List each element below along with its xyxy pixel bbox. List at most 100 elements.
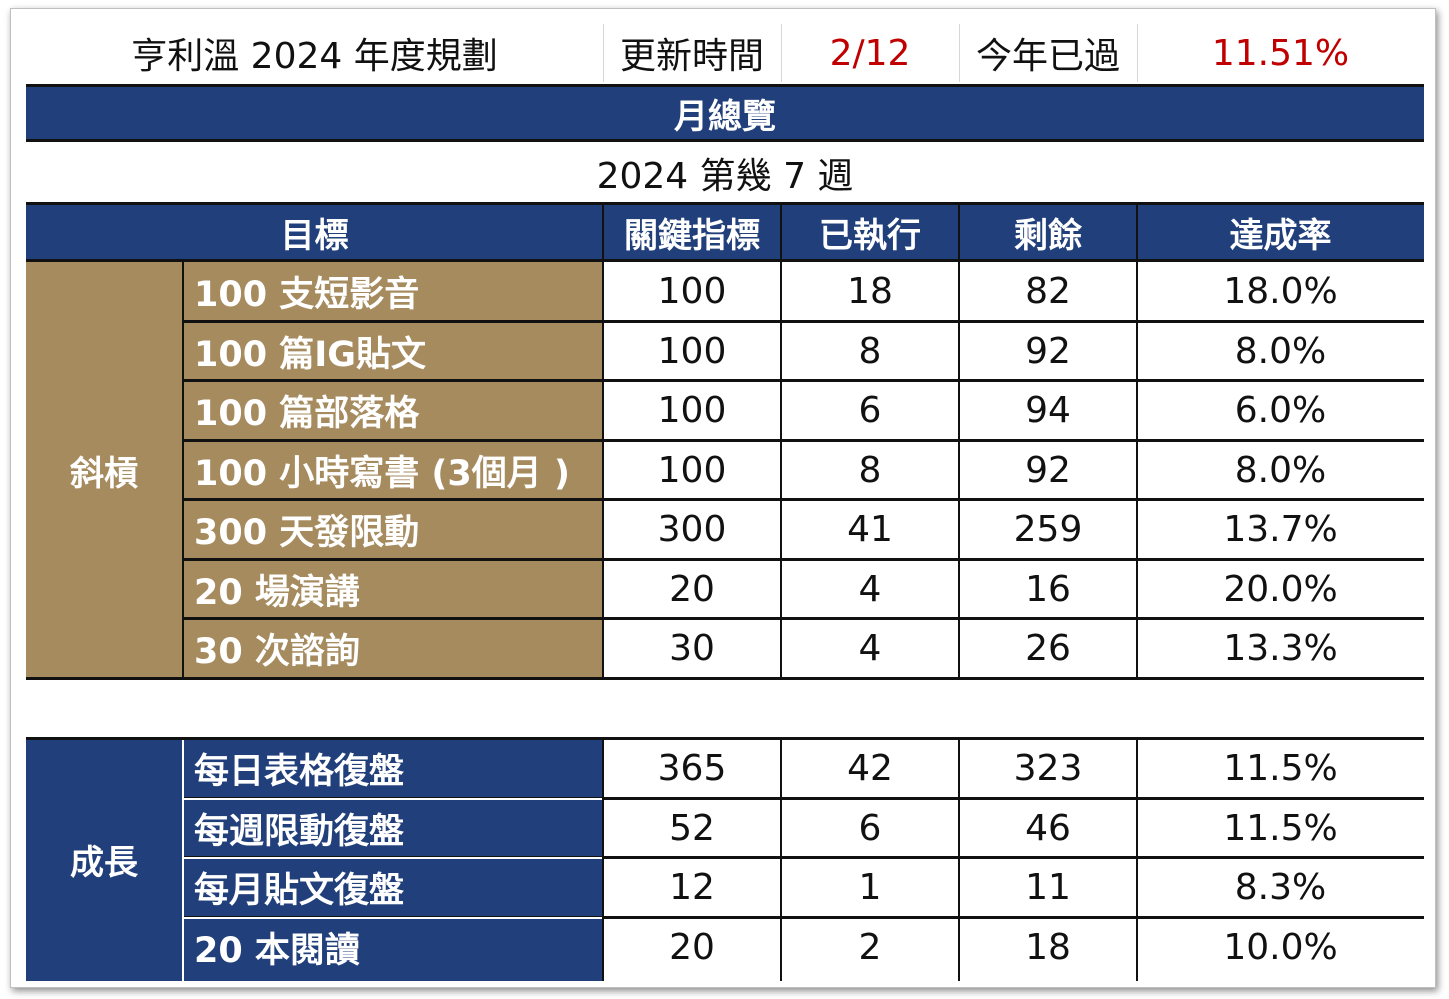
kpi-value: 52 [669, 808, 715, 849]
kpi-value: 300 [657, 509, 727, 550]
done-value: 1 [858, 867, 882, 908]
remaining-value: 11 [1025, 867, 1071, 908]
rate-value: 8.3% [1234, 867, 1327, 908]
col-divider [1136, 262, 1138, 679]
done-value: 4 [858, 569, 882, 610]
done-value: 8 [858, 450, 882, 491]
header-col-divider [780, 205, 782, 259]
week-indicator: 2024 第幾 7 週 [596, 156, 854, 197]
col-divider [602, 738, 604, 981]
kpi-value: 20 [669, 927, 715, 968]
col-header-rate: 達成率 [1229, 215, 1332, 256]
done-value: 41 [847, 509, 893, 550]
kpi-value: 365 [657, 748, 727, 789]
kpi-value: 100 [657, 331, 727, 372]
done-value: 2 [858, 927, 882, 968]
header-divider [1137, 24, 1138, 82]
col-divider [958, 262, 960, 679]
remaining-value: 26 [1025, 628, 1071, 669]
row-divider [184, 379, 1424, 382]
done-value: 6 [858, 390, 882, 431]
group-top-border [26, 737, 1424, 740]
rate-value: 13.3% [1223, 628, 1338, 669]
col-header-remaining: 剩餘 [1014, 215, 1082, 256]
row-divider [184, 320, 1424, 323]
header-col-divider [602, 205, 604, 259]
row-divider [184, 439, 1424, 442]
month-overview-band: 月總覽 [26, 84, 1424, 142]
planning-sheet: 亨利溫 2024 年度規劃 更新時間 2/12 今年已過 11.51% 月總覽 … [26, 24, 1424, 981]
update-time-label: 更新時間 [619, 36, 764, 77]
remaining-value: 82 [1025, 271, 1071, 312]
goal-label: 300 天發限動 [194, 513, 420, 553]
goal-label: 100 小時寫書 (3個月 ) [194, 454, 570, 494]
remaining-value: 259 [1013, 509, 1083, 550]
growth-group-background [26, 738, 603, 981]
col-divider [602, 262, 604, 679]
sheet-title: 亨利溫 2024 年度規劃 [131, 36, 498, 77]
goal-label: 100 支短影音 [194, 275, 420, 315]
update-time-value: 2/12 [829, 32, 911, 74]
rate-value: 10.0% [1223, 927, 1338, 968]
remaining-value: 46 [1025, 808, 1071, 849]
remaining-value: 94 [1025, 390, 1071, 431]
goal-label: 每週限動復盤 [194, 812, 405, 852]
year-passed-value: 11.51% [1211, 32, 1350, 74]
row-divider [184, 798, 603, 800]
group-divider [182, 262, 184, 679]
goal-label: 100 篇IG貼文 [194, 335, 426, 375]
col-divider [780, 738, 782, 981]
rate-value: 8.0% [1234, 331, 1327, 372]
goal-label: 100 篇部落格 [194, 394, 420, 434]
rate-value: 18.0% [1223, 271, 1338, 312]
group-divider [182, 738, 184, 981]
row-divider [184, 797, 1424, 800]
goal-label: 20 本閱讀 [194, 931, 360, 971]
rate-value: 6.0% [1234, 390, 1327, 431]
year-passed-label: 今年已過 [975, 36, 1120, 77]
done-value: 42 [847, 748, 893, 789]
col-header-done: 已執行 [819, 215, 921, 256]
screenshot-frame: 亨利溫 2024 年度規劃 更新時間 2/12 今年已過 11.51% 月總覽 … [10, 8, 1436, 988]
kpi-value: 12 [669, 867, 715, 908]
done-value: 8 [858, 331, 882, 372]
group-bottom-border [26, 677, 1424, 680]
rate-value: 11.5% [1223, 808, 1338, 849]
remaining-value: 323 [1013, 748, 1083, 789]
remaining-value: 92 [1025, 331, 1071, 372]
header-divider [959, 24, 960, 82]
col-divider [1136, 738, 1138, 981]
kpi-value: 30 [669, 628, 715, 669]
group-label-growth: 成長 [70, 843, 138, 883]
group-label-slash: 斜槓 [70, 454, 138, 494]
goal-label: 每日表格復盤 [194, 752, 405, 792]
slash-group-background [26, 262, 603, 679]
kpi-value: 100 [657, 450, 727, 491]
header-col-divider [958, 205, 960, 259]
row-divider [184, 856, 1424, 859]
col-divider [780, 262, 782, 679]
done-value: 6 [858, 808, 882, 849]
row-divider [184, 916, 1424, 919]
done-value: 18 [847, 271, 893, 312]
col-header-goal: 目標 [280, 215, 349, 256]
remaining-value: 16 [1025, 569, 1071, 610]
kpi-value: 100 [657, 390, 727, 431]
kpi-value: 20 [669, 569, 715, 610]
col-divider [958, 738, 960, 981]
rate-value: 20.0% [1223, 569, 1338, 610]
header-divider [603, 24, 604, 82]
col-header-kpi: 關鍵指標 [624, 215, 760, 256]
remaining-value: 18 [1025, 927, 1071, 968]
row-divider [184, 498, 1424, 501]
done-value: 4 [858, 628, 882, 669]
goal-label: 30 次諮詢 [194, 632, 360, 672]
header-col-divider [1136, 205, 1138, 259]
goal-label: 20 場演講 [194, 573, 360, 613]
rate-value: 8.0% [1234, 450, 1327, 491]
kpi-value: 100 [657, 271, 727, 312]
rate-value: 11.5% [1223, 748, 1338, 789]
column-header-row [26, 202, 1424, 262]
rate-value: 13.7% [1223, 509, 1338, 550]
header-divider [781, 24, 782, 82]
